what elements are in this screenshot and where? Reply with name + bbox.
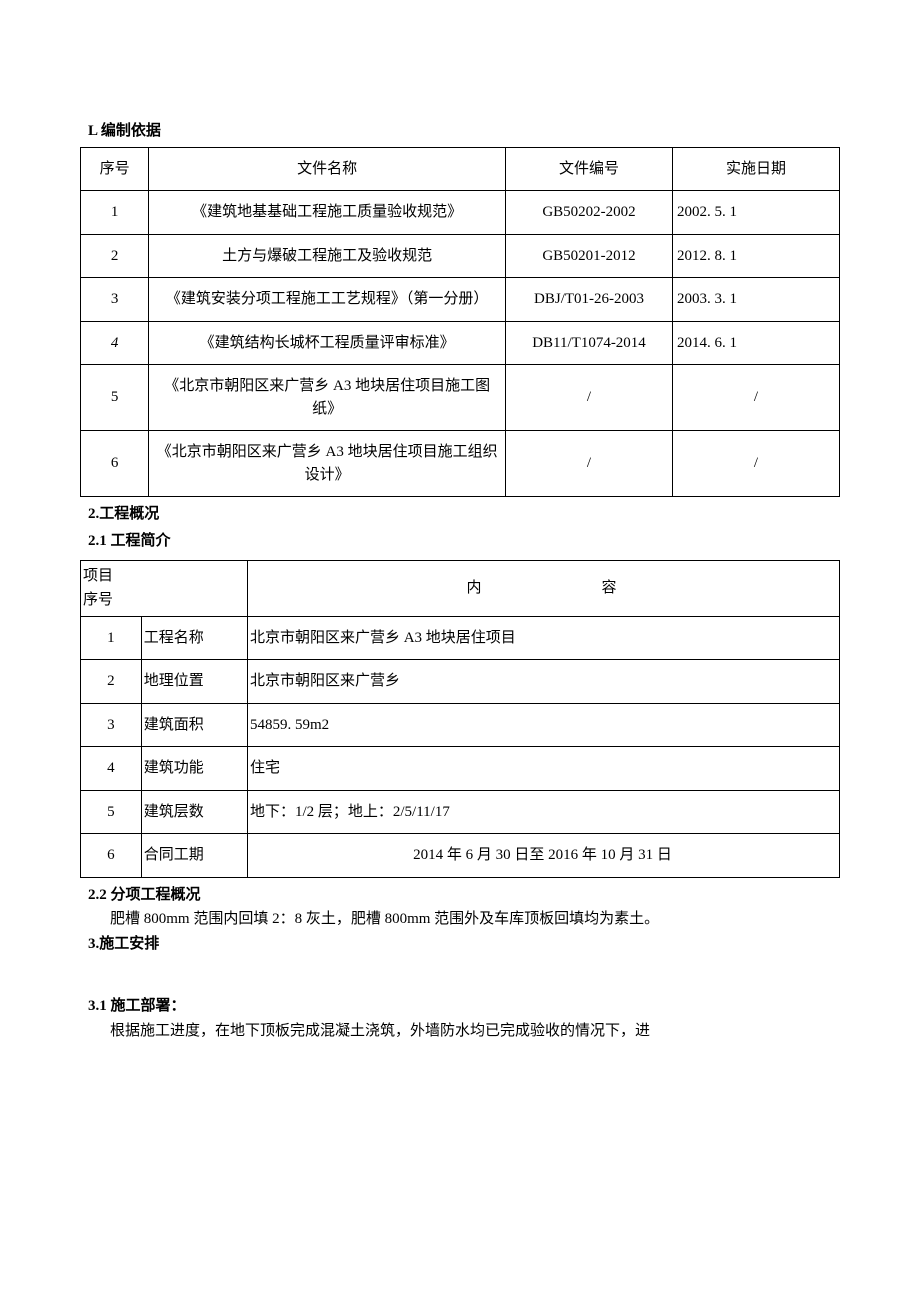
th-code: 文件编号 — [506, 147, 673, 191]
th-seq-label: 序号 — [83, 589, 113, 612]
cell-seq: 3 — [81, 278, 149, 322]
th-seq: 序号 — [81, 147, 149, 191]
section-2-1-heading: 2.1 工程简介 — [80, 530, 840, 553]
table-header-row: 序号 文件名称 文件编号 实施日期 — [81, 147, 840, 191]
table-row: 2 土方与爆破工程施工及验收规范 GB50201-2012 2012. 8. 1 — [81, 234, 840, 278]
th-seq-item: 项目 序号 — [81, 561, 248, 617]
cell-name: 《建筑安装分项工程施工工艺规程》（第一分册） — [149, 278, 506, 322]
table-row: 6 合同工期 2014 年 6 月 30 日至 2016 年 10 月 31 日 — [81, 834, 840, 878]
cell-seq: 1 — [81, 191, 149, 235]
cell-content: 2014 年 6 月 30 日至 2016 年 10 月 31 日 — [247, 834, 839, 878]
cell-seq: 4 — [81, 321, 149, 365]
cell-code: DBJ/T01-26-2003 — [506, 278, 673, 322]
cell-name: 《建筑地基基础工程施工质量验收规范》 — [149, 191, 506, 235]
cell-date: 2014. 6. 1 — [673, 321, 840, 365]
section-3-1-body: 根据施工进度，在地下顶板完成混凝土浇筑，外墙防水均已完成验收的情况下，进 — [80, 1020, 840, 1043]
cell-item: 合同工期 — [141, 834, 247, 878]
table-row: 4 《建筑结构长城杯工程质量评审标准》 DB11/T1074-2014 2014… — [81, 321, 840, 365]
table-row: 4 建筑功能 住宅 — [81, 747, 840, 791]
cell-seq: 6 — [81, 834, 142, 878]
table-row: 5 《北京市朝阳区来广营乡 A3 地块居住项目施工图纸》 / / — [81, 365, 840, 431]
th-date: 实施日期 — [673, 147, 840, 191]
project-overview-table: 项目 序号 内容 1 工程名称 北京市朝阳区来广营乡 A3 地块居住项目 2 地… — [80, 560, 840, 878]
cell-seq: 4 — [81, 747, 142, 791]
cell-code: / — [506, 365, 673, 431]
table-row: 1 《建筑地基基础工程施工质量验收规范》 GB50202-2002 2002. … — [81, 191, 840, 235]
table-row: 5 建筑层数 地下：1/2 层；地上：2/5/11/17 — [81, 790, 840, 834]
table-row: 2 地理位置 北京市朝阳区来广营乡 — [81, 660, 840, 704]
section-2-heading: 2.工程概况 — [80, 503, 840, 526]
cell-code: / — [506, 431, 673, 497]
table-header-row: 项目 序号 内容 — [81, 561, 840, 617]
cell-content: 住宅 — [247, 747, 839, 791]
cell-content: 北京市朝阳区来广营乡 A3 地块居住项目 — [247, 616, 839, 660]
table-row: 1 工程名称 北京市朝阳区来广营乡 A3 地块居住项目 — [81, 616, 840, 660]
cell-item: 建筑层数 — [141, 790, 247, 834]
section-3-heading: 3.施工安排 — [80, 933, 840, 956]
cell-code: DB11/T1074-2014 — [506, 321, 673, 365]
cell-code: GB50201-2012 — [506, 234, 673, 278]
basis-table: 序号 文件名称 文件编号 实施日期 1 《建筑地基基础工程施工质量验收规范》 G… — [80, 147, 840, 498]
section-2-2-heading: 2.2 分项工程概况 — [80, 884, 840, 907]
cell-content: 54859. 59m2 — [247, 703, 839, 747]
cell-name: 《北京市朝阳区来广营乡 A3 地块居住项目施工组织设计》 — [149, 431, 506, 497]
cell-date: / — [673, 365, 840, 431]
cell-seq: 6 — [81, 431, 149, 497]
table-row: 6 《北京市朝阳区来广营乡 A3 地块居住项目施工组织设计》 / / — [81, 431, 840, 497]
cell-date: 2003. 3. 1 — [673, 278, 840, 322]
table-row: 3 《建筑安装分项工程施工工艺规程》（第一分册） DBJ/T01-26-2003… — [81, 278, 840, 322]
th-content: 内容 — [247, 561, 839, 617]
cell-item: 建筑面积 — [141, 703, 247, 747]
cell-item: 地理位置 — [141, 660, 247, 704]
cell-item: 建筑功能 — [141, 747, 247, 791]
cell-name: 土方与爆破工程施工及验收规范 — [149, 234, 506, 278]
th-item-label: 项目 — [83, 568, 113, 584]
section-2-2-body: 肥槽 800mm 范围内回填 2：8 灰土，肥槽 800mm 范围外及车库顶板回… — [80, 908, 840, 931]
cell-date: / — [673, 431, 840, 497]
cell-name: 《建筑结构长城杯工程质量评审标准》 — [149, 321, 506, 365]
section-1-heading: L 编制依据 — [80, 120, 840, 143]
cell-date: 2002. 5. 1 — [673, 191, 840, 235]
cell-seq: 2 — [81, 660, 142, 704]
cell-seq: 1 — [81, 616, 142, 660]
cell-content: 北京市朝阳区来广营乡 — [247, 660, 839, 704]
cell-seq: 3 — [81, 703, 142, 747]
cell-date: 2012. 8. 1 — [673, 234, 840, 278]
th-name: 文件名称 — [149, 147, 506, 191]
cell-code: GB50202-2002 — [506, 191, 673, 235]
cell-seq: 5 — [81, 365, 149, 431]
cell-content: 地下：1/2 层；地上：2/5/11/17 — [247, 790, 839, 834]
section-3-1-heading: 3.1 施工部署： — [80, 995, 840, 1018]
cell-seq: 2 — [81, 234, 149, 278]
cell-seq: 5 — [81, 790, 142, 834]
table-row: 3 建筑面积 54859. 59m2 — [81, 703, 840, 747]
cell-name: 《北京市朝阳区来广营乡 A3 地块居住项目施工图纸》 — [149, 365, 506, 431]
cell-item: 工程名称 — [141, 616, 247, 660]
